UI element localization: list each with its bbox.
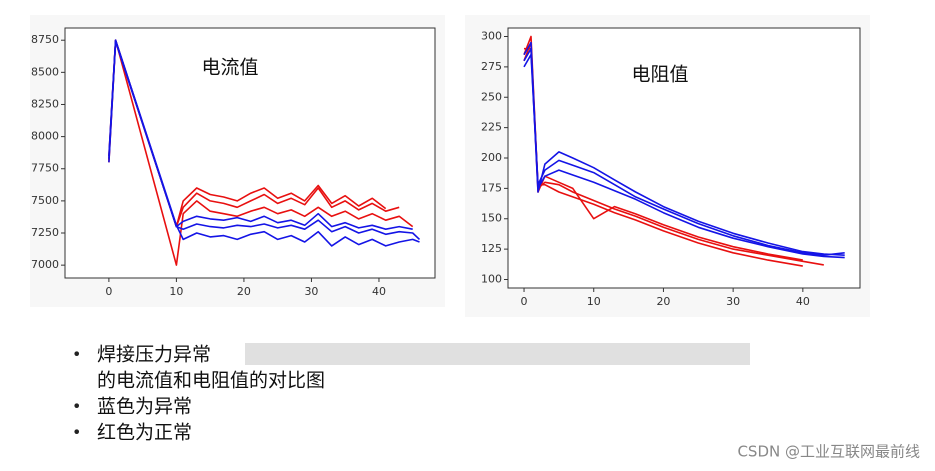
series-line bbox=[108, 39, 420, 247]
plot-area bbox=[64, 27, 436, 279]
plot-area bbox=[507, 27, 861, 289]
y-tick-label: 175 bbox=[481, 181, 502, 194]
bullet-dot: • bbox=[72, 423, 81, 442]
y-tick-label: 250 bbox=[481, 90, 502, 103]
y-tick-label: 225 bbox=[481, 121, 502, 134]
y-tick-label: 300 bbox=[481, 30, 502, 43]
y-tick-label: 7500 bbox=[31, 194, 59, 207]
y-tick-label: 7250 bbox=[31, 226, 59, 239]
y-tick-label: 8500 bbox=[31, 65, 59, 78]
bullet-text: 蓝色为异常 bbox=[97, 396, 192, 418]
x-tick-label: 10 bbox=[169, 285, 183, 298]
bullet-dot: • bbox=[72, 397, 81, 416]
x-tick-label: 40 bbox=[796, 295, 810, 308]
series-line bbox=[523, 53, 845, 256]
y-tick-label: 7000 bbox=[31, 258, 59, 271]
series-line bbox=[108, 39, 421, 240]
x-tick-label: 20 bbox=[237, 285, 251, 298]
series-line bbox=[108, 40, 413, 230]
x-tick-label: 30 bbox=[304, 285, 318, 298]
bullet-text: 的电流值和电阻值的对比图 bbox=[97, 370, 325, 392]
x-tick-label: 30 bbox=[726, 295, 740, 308]
chart-title: 电流值 bbox=[201, 57, 258, 79]
y-tick-label: 125 bbox=[481, 242, 502, 255]
bullet-text: 红色为正常 bbox=[97, 422, 192, 444]
y-tick-label: 150 bbox=[481, 212, 502, 225]
bullet-dot: • bbox=[72, 345, 81, 364]
chart-title: 电阻值 bbox=[631, 64, 688, 86]
series-line bbox=[108, 39, 400, 228]
y-tick-label: 8250 bbox=[31, 97, 59, 110]
series-line bbox=[108, 40, 387, 228]
y-tick-label: 200 bbox=[481, 151, 502, 164]
y-tick-label: 275 bbox=[481, 60, 502, 73]
blurred-region bbox=[245, 343, 750, 365]
y-tick-label: 8000 bbox=[31, 130, 59, 143]
y-tick-label: 100 bbox=[481, 272, 502, 285]
x-tick-label: 10 bbox=[587, 295, 601, 308]
x-tick-label: 20 bbox=[656, 295, 670, 308]
y-tick-label: 8750 bbox=[31, 33, 59, 46]
watermark: CSDN @工业互联网最前线 bbox=[737, 443, 920, 461]
series-line bbox=[108, 39, 414, 266]
x-tick-label: 0 bbox=[105, 285, 112, 298]
y-tick-label: 7750 bbox=[31, 162, 59, 175]
bullet-text: 焊接压力异常 bbox=[97, 344, 211, 366]
x-tick-label: 40 bbox=[372, 285, 386, 298]
series-line bbox=[523, 41, 845, 259]
x-tick-label: 0 bbox=[521, 295, 528, 308]
